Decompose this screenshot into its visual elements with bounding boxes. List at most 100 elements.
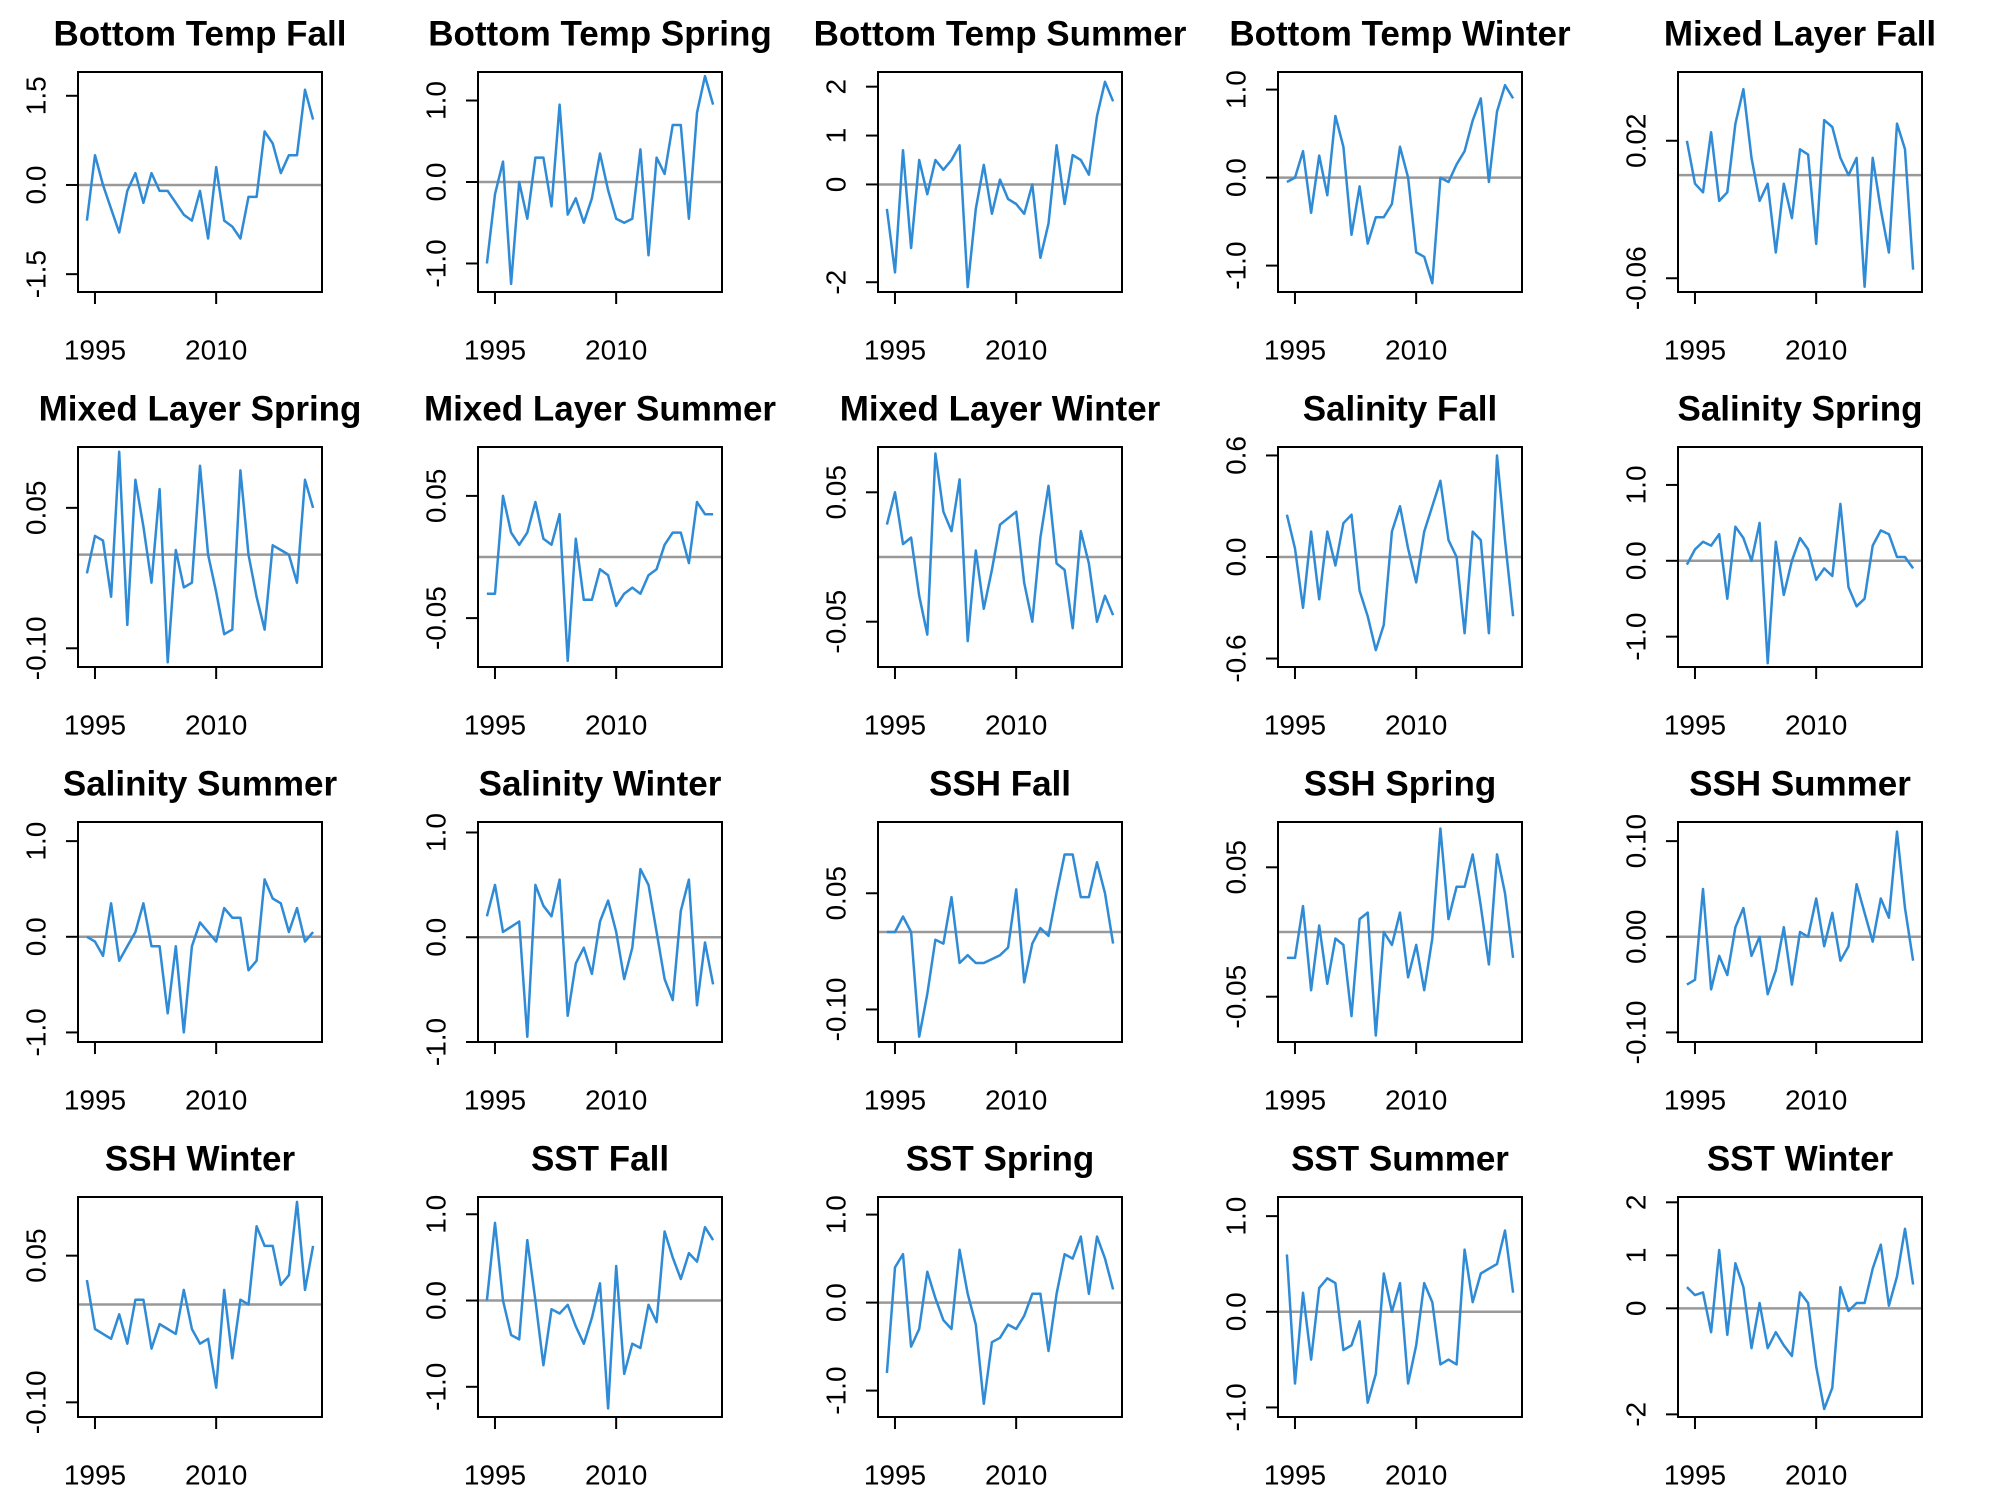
x-tick-label: 1995 [1664,709,1726,740]
panel-title: Salinity Spring [1677,389,1922,428]
x-tick-label: 2010 [185,709,247,740]
y-tick-label: 1.0 [20,822,51,861]
y-tick-label: 0.05 [820,465,851,520]
x-tick-label: 2010 [985,334,1047,365]
x-tick-label: 2010 [1785,709,1847,740]
y-tick-label: -0.05 [820,590,851,654]
data-line [85,1200,315,1389]
y-tick-label: 0.05 [20,1228,51,1283]
y-tick-label: 0.0 [1620,541,1651,580]
panel-title: SSH Fall [929,764,1071,803]
plot-frame [77,446,323,668]
plot-frame [877,821,1123,1043]
x-tick-label: 1995 [1264,1459,1326,1490]
x-tick-label: 2010 [985,709,1047,740]
x-tick-label: 2010 [585,1084,647,1115]
y-tick-label: 2 [1620,1195,1651,1211]
y-tick-label: -0.6 [1220,634,1251,682]
y-tick-label: -0.10 [20,616,51,680]
x-tick-label: 2010 [185,334,247,365]
panel-title: SST Spring [906,1139,1095,1178]
y-tick-label: 0.0 [420,918,451,957]
y-tick-label: -0.06 [1620,246,1651,310]
panel-title: Mixed Layer Winter [840,389,1161,428]
x-tick-label: 2010 [985,1084,1047,1115]
y-tick-label: 0.02 [1620,114,1651,169]
y-tick-label: 0.10 [1620,814,1651,869]
x-tick-label: 2010 [1785,1084,1847,1115]
y-tick-label: 0.0 [1220,538,1251,577]
plot-frame [77,71,323,293]
panel-title: Salinity Winter [479,764,722,803]
plot-frame [1677,1196,1923,1418]
y-tick-label: 1.0 [420,1195,451,1234]
y-tick-label: -2 [820,270,851,295]
y-tick-label: -1.5 [20,250,51,298]
y-tick-label: 1.0 [1220,70,1251,109]
plot-frame [477,821,723,1043]
data-line [1685,87,1915,289]
y-tick-label: 2 [820,79,851,95]
panel-title: Salinity Fall [1303,389,1498,428]
panel-title: Bottom Temp Summer [814,14,1187,53]
plot-frame [477,446,723,668]
data-line [885,1235,1115,1406]
y-tick-label: -0.10 [20,1370,51,1434]
x-tick-label: 1995 [464,1084,526,1115]
y-tick-label: 0.05 [820,866,851,921]
y-tick-label: -0.05 [420,586,451,650]
y-tick-label: 0.00 [1620,910,1651,965]
panel-title: Bottom Temp Spring [428,14,772,53]
x-tick-label: 1995 [1664,1459,1726,1490]
x-tick-label: 2010 [585,334,647,365]
panel-title: Mixed Layer Fall [1664,14,1936,53]
plot-frame [877,446,1123,668]
y-tick-label: 1.0 [420,81,451,120]
x-tick-label: 1995 [1264,334,1326,365]
y-tick-label: 0.0 [1220,158,1251,197]
y-tick-label: -2 [1620,1402,1651,1427]
panel-title: SSH Summer [1689,764,1911,803]
y-tick-label: 1.0 [1620,465,1651,504]
y-tick-label: -1.0 [20,1008,51,1056]
y-tick-label: -0.10 [820,978,851,1042]
y-tick-label: 0 [820,177,851,193]
data-line [485,1221,715,1410]
y-tick-label: 0.05 [1220,840,1251,895]
panel-title: SSH Spring [1304,764,1497,803]
y-tick-label: 1.0 [1220,1197,1251,1236]
y-tick-label: 0.0 [20,166,51,205]
y-tick-label: -1.0 [820,1366,851,1414]
x-tick-label: 2010 [185,1459,247,1490]
x-tick-label: 2010 [1385,709,1447,740]
data-line [886,853,1115,1038]
panel-title: Mixed Layer Spring [39,389,362,428]
x-tick-label: 1995 [1264,709,1326,740]
x-tick-label: 1995 [864,1459,926,1490]
y-tick-label: 1.5 [20,76,51,115]
x-tick-label: 1995 [1664,1084,1726,1115]
x-tick-label: 1995 [864,334,926,365]
data-line [485,74,715,286]
y-tick-label: 0.0 [20,917,51,956]
plot-frame [1277,821,1523,1043]
plot-frame [1677,821,1923,1043]
y-tick-label: -1.0 [1620,613,1651,661]
panel-title: SST Fall [531,1139,669,1178]
y-tick-label: 0.05 [20,481,51,536]
y-tick-label: -1.0 [1220,1383,1251,1431]
x-tick-label: 1995 [464,1459,526,1490]
y-tick-label: -1.0 [420,1363,451,1411]
panel-title: Bottom Temp Fall [54,14,347,53]
data-line [885,80,1115,289]
data-line [486,494,714,663]
y-tick-label: 0.0 [420,163,451,202]
x-tick-label: 1995 [464,334,526,365]
x-tick-label: 1995 [464,709,526,740]
plot-frame [877,1196,1123,1418]
x-tick-label: 2010 [585,1459,647,1490]
y-tick-label: -0.05 [1220,965,1251,1029]
y-tick-label: 0.6 [1220,436,1251,475]
